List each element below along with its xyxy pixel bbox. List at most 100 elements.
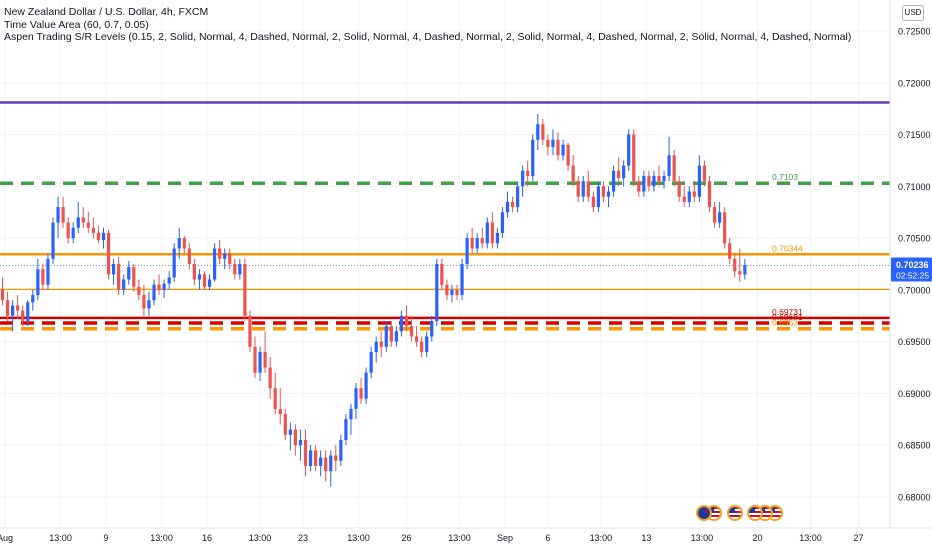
candle	[657, 165, 661, 187]
price-tag-countdown: 02:52:25	[896, 270, 929, 280]
candle	[374, 336, 378, 363]
candle	[652, 170, 656, 192]
candle	[314, 445, 318, 472]
currency-button[interactable]: USD	[902, 5, 924, 21]
candle	[344, 414, 348, 446]
chart-legend: New Zealand Dollar / U.S. Dollar, 4h, FX…	[4, 6, 851, 44]
candle	[16, 295, 20, 319]
candle	[76, 201, 80, 233]
candle	[622, 160, 626, 187]
candle	[187, 243, 191, 270]
candle-body	[692, 191, 696, 197]
candle-body	[480, 238, 484, 244]
candle-body	[510, 201, 515, 208]
candle	[117, 256, 121, 296]
us-flag-event-icon[interactable]	[726, 505, 743, 521]
candle	[692, 181, 696, 202]
candle	[712, 201, 717, 228]
candle-body	[546, 139, 550, 148]
candle	[611, 165, 616, 197]
candle	[485, 217, 489, 249]
candle	[319, 450, 323, 477]
time-tick-label: 20	[752, 533, 762, 543]
candle	[384, 320, 388, 352]
candle	[268, 357, 272, 399]
nz-flag-event-icon[interactable]	[696, 505, 713, 521]
candle-body	[268, 367, 272, 389]
candle-body	[238, 264, 242, 275]
candle-body	[718, 212, 722, 223]
legend-indicator-sr[interactable]: Aspen Trading S/R Levels (0.15, 2, Solid…	[4, 31, 852, 43]
candle	[556, 132, 560, 161]
candle	[238, 258, 242, 280]
candle-body	[521, 170, 525, 187]
candle	[581, 176, 585, 202]
legend-symbol[interactable]: New Zealand Dollar / U.S. Dollar, 4h, FX…	[4, 6, 209, 18]
candle	[96, 225, 101, 244]
candle-body	[283, 414, 287, 435]
candle	[324, 450, 328, 482]
candle-body	[435, 264, 439, 321]
candle-body	[56, 207, 60, 223]
candle	[576, 176, 580, 202]
candle	[278, 388, 282, 425]
candle	[495, 227, 499, 249]
candle-body	[86, 222, 90, 228]
price-tag-value: 0.70236	[896, 260, 929, 270]
candle-body	[399, 315, 404, 332]
us-flag-event-icon[interactable]	[746, 505, 763, 521]
candle-body	[187, 248, 191, 264]
time-tick-label: 9	[104, 533, 109, 543]
candle-body	[591, 196, 595, 208]
candle	[561, 139, 565, 161]
flag-icon	[728, 507, 741, 519]
candle-body	[66, 222, 70, 239]
candle-body	[207, 279, 212, 287]
candle-body	[339, 440, 343, 461]
candle-body	[213, 248, 217, 280]
candle	[591, 191, 595, 213]
time-axis[interactable]: Aug 13:00 9 13:00 16 13:00 23 13:00 26 13:00 Sep 6 1…	[0, 527, 932, 550]
candle	[586, 170, 590, 202]
candle-body	[420, 341, 424, 352]
candle-body	[127, 267, 131, 280]
candle-body	[460, 264, 464, 296]
candle	[500, 207, 505, 239]
candle-body	[379, 341, 383, 347]
candle-body	[516, 186, 520, 208]
candle	[445, 279, 449, 301]
time-tick-label: 13:00	[448, 533, 471, 543]
candle-body	[475, 238, 479, 249]
candle	[480, 227, 484, 249]
candle-body	[536, 124, 540, 140]
candle-body	[440, 264, 444, 285]
candle	[303, 429, 308, 477]
candle	[647, 170, 651, 192]
candle-body	[637, 181, 641, 192]
candle-body	[278, 408, 282, 415]
candle-body	[576, 181, 580, 197]
candle-body	[5, 300, 10, 316]
candle-body	[667, 155, 671, 176]
candle	[677, 176, 681, 202]
candle-body	[738, 271, 742, 275]
price-tag-box	[891, 257, 932, 282]
candle	[354, 383, 358, 420]
candle-body	[122, 279, 126, 290]
time-tick-label: 13	[641, 533, 651, 543]
candle	[152, 279, 156, 306]
candle-body	[354, 388, 358, 409]
candle-body	[349, 408, 353, 420]
candle	[526, 160, 530, 187]
candle-body	[273, 388, 277, 409]
legend-indicator-tva[interactable]: Time Value Area (60, 0.7, 0.05)	[4, 18, 149, 31]
candle-body	[223, 253, 227, 259]
candle-body	[132, 267, 136, 287]
candle-body	[702, 165, 707, 182]
candle-body	[137, 286, 141, 296]
candle-body	[101, 232, 106, 241]
candle	[91, 217, 95, 239]
candle	[465, 232, 469, 270]
